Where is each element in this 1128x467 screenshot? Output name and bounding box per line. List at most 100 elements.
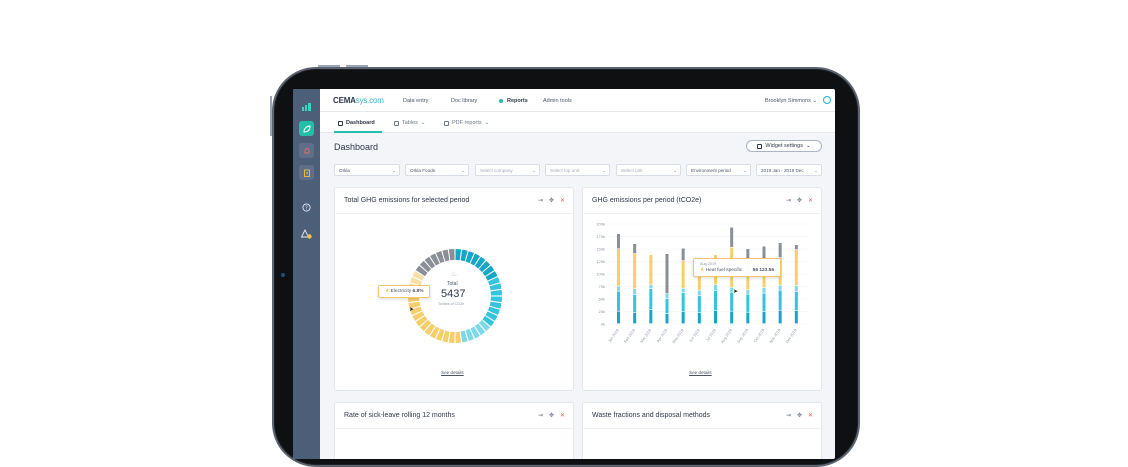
move-icon[interactable]: ✥ [548, 413, 554, 419]
user-menu[interactable]: Brooklyn Simmons ⌄ [765, 98, 817, 104]
bar-segment[interactable] [746, 294, 750, 312]
bar-segment[interactable] [649, 310, 653, 324]
bar-segment[interactable] [633, 295, 637, 313]
donut-segment[interactable] [474, 323, 486, 336]
bar-segment[interactable] [633, 254, 637, 289]
nav-admin-tools[interactable]: Admin tools [543, 98, 572, 104]
donut-segment[interactable] [455, 331, 462, 343]
bell-icon[interactable] [299, 143, 314, 158]
bar-segment[interactable] [730, 311, 734, 324]
donut-segment[interactable] [430, 326, 440, 339]
export-icon[interactable]: ⇥ [785, 413, 791, 419]
brand-logo[interactable]: CEMAsys.com [333, 96, 384, 105]
bar-segment[interactable] [778, 290, 782, 310]
donut-segment[interactable] [460, 330, 468, 343]
bar-segment[interactable] [730, 227, 734, 247]
bar-segment[interactable] [746, 249, 750, 259]
donut-segment[interactable] [470, 253, 480, 266]
donut-segment[interactable] [419, 319, 432, 332]
donut-segment[interactable] [485, 311, 498, 321]
donut-segment[interactable] [474, 256, 486, 269]
donut-segment[interactable] [408, 301, 421, 309]
bar-segment[interactable] [778, 310, 782, 324]
bar-segment[interactable] [617, 311, 620, 324]
bar-segment[interactable] [633, 289, 637, 295]
bar-segment[interactable] [681, 248, 685, 261]
tab-dashboard[interactable]: Dashboard [338, 120, 375, 126]
bar-segment[interactable] [762, 246, 766, 259]
bar-segment[interactable] [617, 291, 620, 311]
tab-pdf-reports[interactable]: PDF reports ⌄ [444, 120, 489, 126]
donut-segment[interactable] [424, 256, 436, 269]
donut-segment[interactable] [412, 311, 425, 321]
donut-segment[interactable] [465, 251, 474, 264]
warning-icon[interactable] [299, 226, 314, 241]
donut-segment[interactable] [465, 328, 474, 341]
donut-segment[interactable] [436, 328, 445, 341]
bar-segment[interactable] [730, 287, 734, 292]
donut-segment[interactable] [436, 251, 445, 264]
donut-segment[interactable] [490, 289, 502, 296]
donut-segment[interactable] [448, 249, 455, 261]
filter-period-type[interactable]: Environment period ⌄ [686, 164, 751, 176]
donut-segment[interactable] [415, 315, 428, 327]
bar-segment[interactable] [746, 290, 750, 294]
donut-segment[interactable] [430, 253, 440, 266]
bar-segment[interactable] [714, 291, 717, 311]
filter-company[interactable]: Select company ⌄ [475, 164, 540, 176]
donut-segment[interactable] [482, 315, 495, 327]
donut-segment[interactable] [410, 277, 423, 286]
see-details-link[interactable]: See details [441, 370, 464, 375]
donut-segment[interactable] [487, 277, 500, 286]
donut-segment[interactable] [448, 331, 455, 343]
bar-segment[interactable] [681, 261, 685, 288]
bar-segment[interactable] [714, 285, 717, 291]
close-icon[interactable]: ✕ [807, 413, 813, 419]
close-icon[interactable]: ✕ [807, 198, 813, 204]
donut-segment[interactable] [487, 306, 500, 315]
bar-segment[interactable] [665, 294, 669, 299]
donut-segment[interactable] [442, 249, 450, 262]
donut-segment[interactable] [460, 249, 468, 262]
bar-segment[interactable] [794, 292, 798, 311]
move-icon[interactable]: ✥ [796, 413, 802, 419]
bar-segment[interactable] [665, 314, 669, 324]
donut-segment[interactable] [470, 326, 480, 339]
help-icon[interactable]: ? [299, 200, 314, 215]
bar-segment[interactable] [649, 255, 653, 285]
tab-tables[interactable]: Tables ⌄ [394, 120, 426, 126]
donut-segment[interactable] [410, 306, 423, 315]
bar-segment[interactable] [778, 285, 782, 290]
leaf-icon[interactable] [299, 121, 314, 136]
donut-segment[interactable] [489, 301, 502, 309]
bar-segment[interactable] [633, 313, 637, 324]
donut-segment[interactable] [489, 283, 502, 291]
bar-segment[interactable] [762, 312, 766, 324]
bar-segment[interactable] [617, 286, 620, 291]
filter-unit[interactable]: Select unit ⌄ [616, 164, 681, 176]
close-icon[interactable]: ✕ [559, 198, 565, 204]
logo-icon[interactable] [299, 99, 314, 114]
export-icon[interactable]: ⇥ [537, 198, 543, 204]
nav-doc-library[interactable]: Doc library [451, 98, 478, 104]
bar-segment[interactable] [649, 285, 653, 289]
donut-segment[interactable] [424, 323, 436, 336]
bar-segment[interactable] [697, 275, 701, 290]
nav-data-entry[interactable]: Data entry [403, 98, 429, 104]
filter-date-range[interactable]: 2019 Jan - 2019 Dec ⌄ [756, 164, 822, 176]
bar-segment[interactable] [665, 299, 669, 314]
donut-segment[interactable] [478, 319, 491, 332]
donut-segment[interactable] [442, 330, 450, 343]
export-icon[interactable]: ⇥ [785, 198, 791, 204]
bar-segment[interactable] [633, 244, 637, 254]
settings-gear-icon[interactable] [823, 96, 831, 104]
bar-segment[interactable] [794, 286, 798, 292]
donut-segment[interactable] [419, 260, 432, 273]
bar-segment[interactable] [778, 243, 782, 258]
move-icon[interactable]: ✥ [548, 198, 554, 204]
donut-segment[interactable] [415, 265, 428, 277]
donut-segment[interactable] [478, 260, 491, 273]
bar-segment[interactable] [697, 313, 701, 324]
nav-reports[interactable]: Reports [499, 98, 528, 104]
bar-segment[interactable] [746, 312, 750, 324]
